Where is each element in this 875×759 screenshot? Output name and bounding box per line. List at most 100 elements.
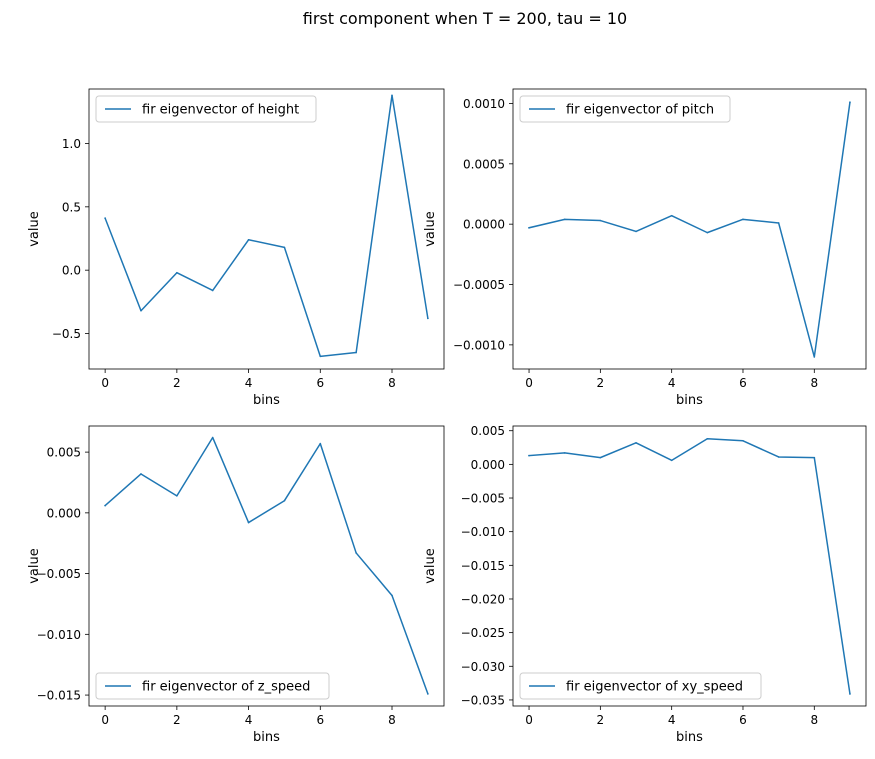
x-tick-label: 6 [739,713,747,727]
x-axis-label: bins [676,730,703,745]
data-point [176,495,178,497]
data-point [599,456,602,459]
data-point [283,246,286,249]
y-tick-label: 0.005 [471,424,505,438]
x-tick-label: 8 [388,376,396,390]
data-point [104,217,106,220]
data-point [427,317,429,320]
y-tick-label: 0.000 [47,506,81,520]
x-tick-label: 0 [525,713,533,727]
y-tick-label: −0.0005 [453,278,505,292]
data-point [813,356,816,358]
legend: fir eigenvector of z_speed [95,672,330,700]
x-tick-label: 8 [388,713,396,727]
data-point [247,521,250,524]
y-axis-label: value [27,211,42,247]
y-tick-label: −0.0010 [453,338,505,352]
data-point [777,456,780,458]
data-point [391,594,393,597]
data-point [391,94,393,97]
x-axis-label: bins [253,730,280,745]
data-point [849,693,851,695]
x-axis-label: bins [676,393,703,408]
data-point [742,440,744,442]
data-point [355,351,357,354]
axes-frame [512,425,867,707]
legend: fir eigenvector of pitch [519,95,731,123]
data-point [635,442,637,444]
data-point [104,504,106,507]
y-tick-label: 0.0000 [463,218,505,232]
y-tick-label: −0.010 [37,628,81,642]
series-line [528,438,851,695]
x-tick-label: 6 [316,376,324,390]
legend: fir eigenvector of xy_speed [519,672,762,700]
data-point [706,231,709,234]
data-point [528,226,530,229]
data-point [176,271,178,274]
legend-entry: fir eigenvector of pitch [566,103,714,118]
data-point [670,214,673,217]
data-point [635,230,637,233]
data-point [706,437,709,440]
legend-box [519,95,731,123]
data-point [813,456,816,459]
legend-entry: fir eigenvector of height [142,103,299,118]
y-tick-label: −0.015 [461,559,505,573]
x-tick-label: 4 [245,713,253,727]
y-axis-label: value [423,548,438,584]
data-point [319,355,322,358]
series-line [104,94,429,358]
subplots: 0 2 4 6 8 −0.5 0.0 0.5 1.0 bins value fir eigenvect… [27,88,867,745]
legend-box [95,672,330,700]
legend-entry: fir eigenvector of xy_speed [566,680,743,695]
x-tick-label: 8 [810,713,818,727]
y-tick-label: −0.015 [37,689,81,703]
data-point [777,222,780,224]
y-tick-label: 0.5 [62,200,81,214]
subplot-1: 0 2 4 6 8 −0.5 0.0 0.5 1.0 bins value fir eigenvect… [27,88,445,408]
subplot-3: 0 2 4 6 8 −0.015 −0.010 −0.005 0.000 0.005 bins val… [27,425,445,745]
data-point [283,499,286,502]
x-tick-label: 4 [245,376,253,390]
subplot-2: 0 2 4 6 8 −0.0010 −0.0005 0.0000 0.0005 0.0010 bin… [423,88,867,408]
data-point [599,219,602,222]
data-point [427,693,429,695]
y-tick-label: −0.030 [461,660,505,674]
x-tick-label: 2 [597,713,605,727]
data-point [355,552,357,554]
x-tick-label: 2 [597,376,605,390]
series-line [528,101,851,358]
y-tick-label: −0.010 [461,525,505,539]
data-point [211,436,214,439]
y-tick-label: −0.005 [461,492,505,506]
y-tick-label: −0.5 [52,327,81,341]
legend-box [95,95,317,123]
x-tick-label: 8 [810,376,818,390]
data-point [140,473,142,475]
y-tick-label: 0.0010 [463,97,505,111]
data-point [742,218,744,221]
data-point [247,238,250,241]
y-tick-label: −0.005 [37,567,81,581]
data-point [563,452,566,454]
data-point [319,442,322,445]
axes-frame [88,88,445,370]
axes-frame [512,88,867,370]
y-tick-label: −0.035 [461,693,505,707]
y-tick-label: −0.020 [461,592,505,606]
x-tick-label: 6 [316,713,324,727]
y-axis-label: value [27,548,42,584]
series-line [104,436,429,695]
x-tick-label: 0 [101,376,109,390]
x-tick-label: 4 [668,376,676,390]
data-point [528,454,530,457]
data-point [140,309,142,312]
axes-frame [88,425,445,707]
data-point [211,289,214,292]
data-point [849,101,851,104]
legend-entry: fir eigenvector of z_speed [142,680,310,695]
figure-suptitle: first component when T = 200, tau = 10 [303,9,627,28]
x-tick-label: 0 [525,376,533,390]
